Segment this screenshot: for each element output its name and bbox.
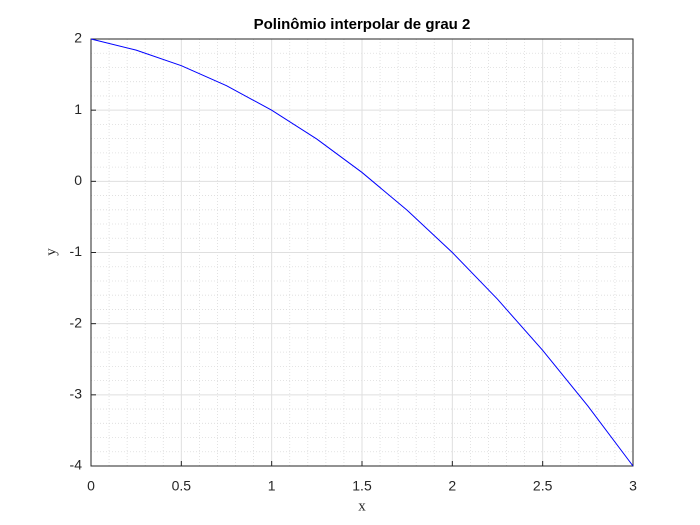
- x-tick-label: 2: [448, 478, 456, 494]
- x-axis-label: x: [358, 498, 366, 514]
- y-tick-label: -3: [70, 386, 83, 402]
- line-series: [90, 38, 634, 467]
- x-tick-label: 3: [629, 478, 637, 494]
- y-tick-label: -4: [70, 457, 83, 473]
- x-tick-label: 0: [87, 478, 95, 494]
- x-tick-label: 1: [268, 478, 276, 494]
- y-tick-label: -1: [70, 243, 83, 259]
- y-tick-label: -2: [70, 314, 83, 330]
- y-tick-label: 0: [74, 172, 82, 188]
- x-tick-label: 2.5: [533, 478, 553, 494]
- x-tick-label: 0.5: [172, 478, 192, 494]
- y-axis-label: y: [43, 248, 59, 256]
- chart-title: Polinômio interpolar de grau 2: [254, 16, 471, 33]
- x-tick-label: 1.5: [352, 478, 372, 494]
- axes-box: [90, 38, 634, 467]
- y-tick-label: 2: [74, 30, 82, 46]
- y-tick-label: 1: [74, 101, 82, 117]
